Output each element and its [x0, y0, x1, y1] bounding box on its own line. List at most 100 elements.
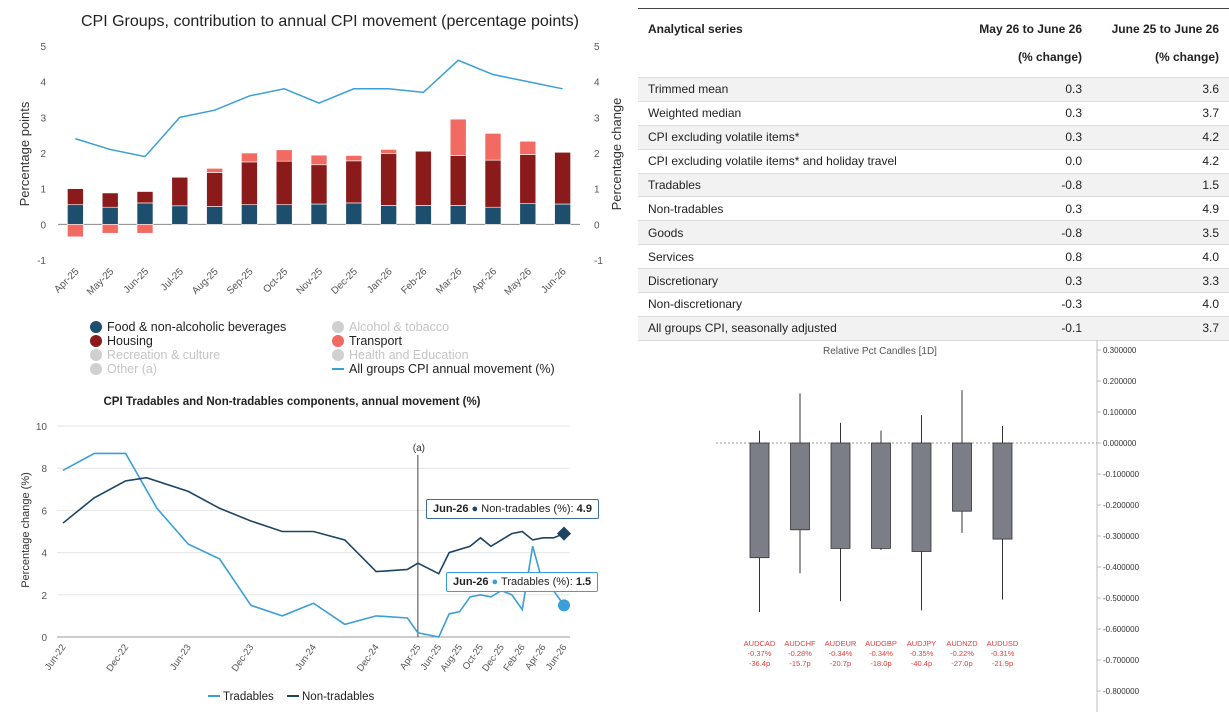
table-cell-monthly: 0.0 — [922, 149, 1092, 173]
bar-housing[interactable] — [415, 151, 431, 205]
bar-housing[interactable] — [172, 177, 188, 206]
table-row: Non-discretionary-0.34.0 — [638, 293, 1229, 317]
y-tick-label: -0.500000 — [1103, 594, 1140, 603]
candle-body[interactable] — [993, 443, 1012, 539]
legend-health[interactable]: Health and Education — [332, 348, 469, 362]
legend-recreation-marker — [90, 349, 102, 361]
y-tick-label: 0 — [40, 220, 46, 231]
bar-food[interactable] — [207, 207, 223, 225]
legend-transport-marker — [332, 335, 344, 347]
bar-housing[interactable] — [67, 189, 83, 205]
legend-health-marker — [332, 349, 344, 361]
y-tick-label: 10 — [36, 422, 48, 433]
candle-pair-label: AUDNZD — [946, 639, 978, 648]
x-tick-label: Apr-25 — [53, 266, 82, 295]
x-tick-label: May-26 — [503, 266, 535, 298]
bar-transport[interactable] — [102, 224, 118, 233]
bar-transport[interactable] — [276, 150, 292, 161]
bar-transport[interactable] — [311, 155, 327, 165]
bar-housing[interactable] — [207, 173, 223, 207]
candle-body[interactable] — [831, 443, 850, 548]
y-tick-label: 3 — [40, 113, 46, 124]
candle-body[interactable] — [750, 443, 769, 558]
y-tick-label: 0.000000 — [1103, 439, 1137, 448]
x-tick-label: Nov-25 — [295, 266, 326, 297]
bar-food[interactable] — [137, 203, 153, 224]
bar-food[interactable] — [346, 203, 362, 224]
bar-food[interactable] — [102, 207, 118, 224]
bar-transport[interactable] — [207, 168, 223, 172]
bar-food[interactable] — [555, 204, 571, 224]
bar-food[interactable] — [172, 206, 188, 225]
candle-body[interactable] — [953, 443, 972, 511]
legend-nontradables-label[interactable]: Non-tradables — [302, 691, 374, 703]
table-row: Goods-0.83.5 — [638, 221, 1229, 245]
bar-transport[interactable] — [67, 224, 83, 236]
tradables-y-axis-label: Percentage change (%) — [20, 472, 32, 588]
bar-food[interactable] — [311, 204, 327, 224]
candle-body[interactable] — [872, 443, 891, 548]
bar-housing[interactable] — [241, 162, 257, 205]
table-row: Discretionary0.33.3 — [638, 269, 1229, 293]
table-cell-annual: 4.2 — [1092, 149, 1229, 173]
legend-all-groups[interactable]: All groups CPI annual movement (%) — [332, 362, 555, 376]
legend-other-marker — [90, 363, 102, 375]
tooltip-nt-value: 4.9 — [577, 503, 592, 515]
nontradables-end-marker[interactable] — [557, 527, 571, 541]
bar-transport[interactable] — [520, 141, 536, 154]
legend-transport[interactable]: Transport — [332, 334, 402, 348]
tradables-end-marker[interactable] — [558, 599, 570, 611]
table-cell-series: Goods — [638, 221, 922, 245]
bar-housing[interactable] — [450, 155, 466, 205]
bar-transport[interactable] — [241, 153, 257, 162]
bar-transport[interactable] — [137, 224, 153, 233]
header-annual-line2: (% change) — [1155, 50, 1219, 64]
bar-food[interactable] — [67, 205, 83, 225]
candle-body[interactable] — [791, 443, 810, 530]
legend-alcohol[interactable]: Alcohol & tobacco — [332, 320, 449, 334]
y-tick-label: -0.600000 — [1103, 625, 1140, 634]
bar-food[interactable] — [381, 205, 397, 224]
tooltip-nt-series: Non-tradables (%): — [481, 503, 573, 515]
candle-body[interactable] — [912, 443, 931, 552]
legend-tradables-label[interactable]: Tradables — [223, 691, 274, 703]
table-cell-annual: 3.5 — [1092, 221, 1229, 245]
bar-transport[interactable] — [485, 133, 501, 160]
legend-recreation[interactable]: Recreation & culture — [90, 348, 220, 362]
bar-transport[interactable] — [346, 155, 362, 160]
bar-transport[interactable] — [450, 119, 466, 155]
nontradables-line[interactable] — [63, 478, 564, 574]
legend-food[interactable]: Food & non-alcoholic beverages — [90, 320, 286, 334]
bar-housing[interactable] — [311, 165, 327, 204]
bar-food[interactable] — [485, 207, 501, 224]
candle-chart-title: Relative Pct Candles [1D] — [823, 346, 937, 357]
bar-housing[interactable] — [555, 152, 571, 204]
bar-housing[interactable] — [276, 161, 292, 205]
legend-housing[interactable]: Housing — [90, 334, 153, 348]
bar-housing[interactable] — [102, 193, 118, 207]
y-tick-label: -0.800000 — [1103, 687, 1140, 696]
bar-food[interactable] — [276, 205, 292, 225]
bar-housing[interactable] — [346, 161, 362, 203]
table-header-row: Analytical series May 26 to June 26 (% c… — [638, 9, 1229, 78]
bar-housing[interactable] — [520, 154, 536, 203]
legend-other[interactable]: Other (a) — [90, 362, 157, 376]
table-cell-annual: 1.5 — [1092, 173, 1229, 197]
candle-pct-label: -0.35% — [910, 649, 934, 658]
y-tick-label: 5 — [40, 42, 46, 53]
bar-food[interactable] — [241, 205, 257, 225]
legend-housing-marker — [90, 335, 102, 347]
bar-housing[interactable] — [137, 192, 153, 203]
bar-housing[interactable] — [485, 160, 501, 207]
tooltip-t-value: 1.5 — [576, 576, 591, 588]
bar-food[interactable] — [520, 204, 536, 225]
table-cell-series: Weighted median — [638, 101, 922, 125]
bar-food[interactable] — [415, 205, 431, 224]
bar-food[interactable] — [450, 205, 466, 224]
tradables-chart-panel: CPI Tradables and Non-tradables componen… — [0, 385, 625, 716]
bar-housing[interactable] — [381, 154, 397, 206]
candle-pips-label: -18.0p — [870, 659, 891, 668]
table-cell-annual: 4.2 — [1092, 125, 1229, 149]
tooltip-nontradables: Jun-26 ● Non-tradables (%): 4.9 — [426, 499, 599, 519]
bar-transport[interactable] — [381, 149, 397, 153]
